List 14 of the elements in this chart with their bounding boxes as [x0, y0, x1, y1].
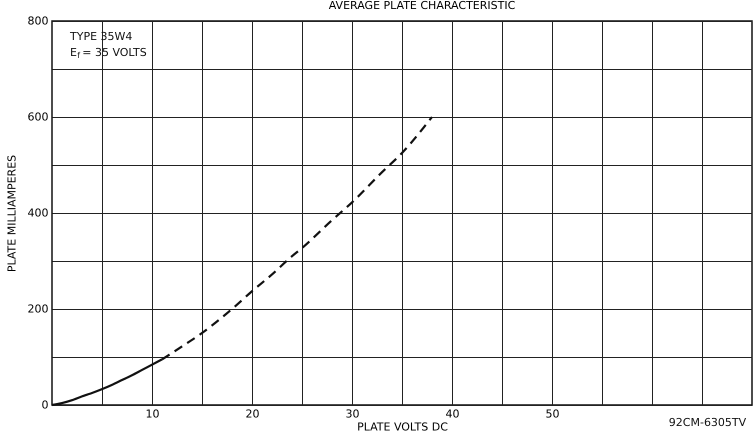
- y-tick-label: 600: [28, 110, 48, 124]
- x-tick-label: 10: [146, 408, 160, 420]
- x-tick-label: 30: [346, 408, 360, 420]
- y-tick-label: 400: [28, 206, 48, 220]
- y-tick-label: 0: [42, 398, 48, 412]
- y-tick-label: 800: [28, 14, 48, 28]
- text: 92CM-6305TV: [668, 416, 747, 429]
- x-tick-label: 20: [246, 408, 260, 420]
- x-axis-title: PLATE VOLTS DC: [357, 420, 448, 434]
- y-axis-title: PLATE MILLIAMPERES: [6, 154, 19, 272]
- chart-title: AVERAGE PLATE CHARACTERISTIC: [328, 0, 516, 12]
- y-tick-label: 200: [28, 302, 48, 316]
- x-tick-label: 50: [546, 408, 560, 420]
- x-tick-label: 40: [446, 408, 460, 420]
